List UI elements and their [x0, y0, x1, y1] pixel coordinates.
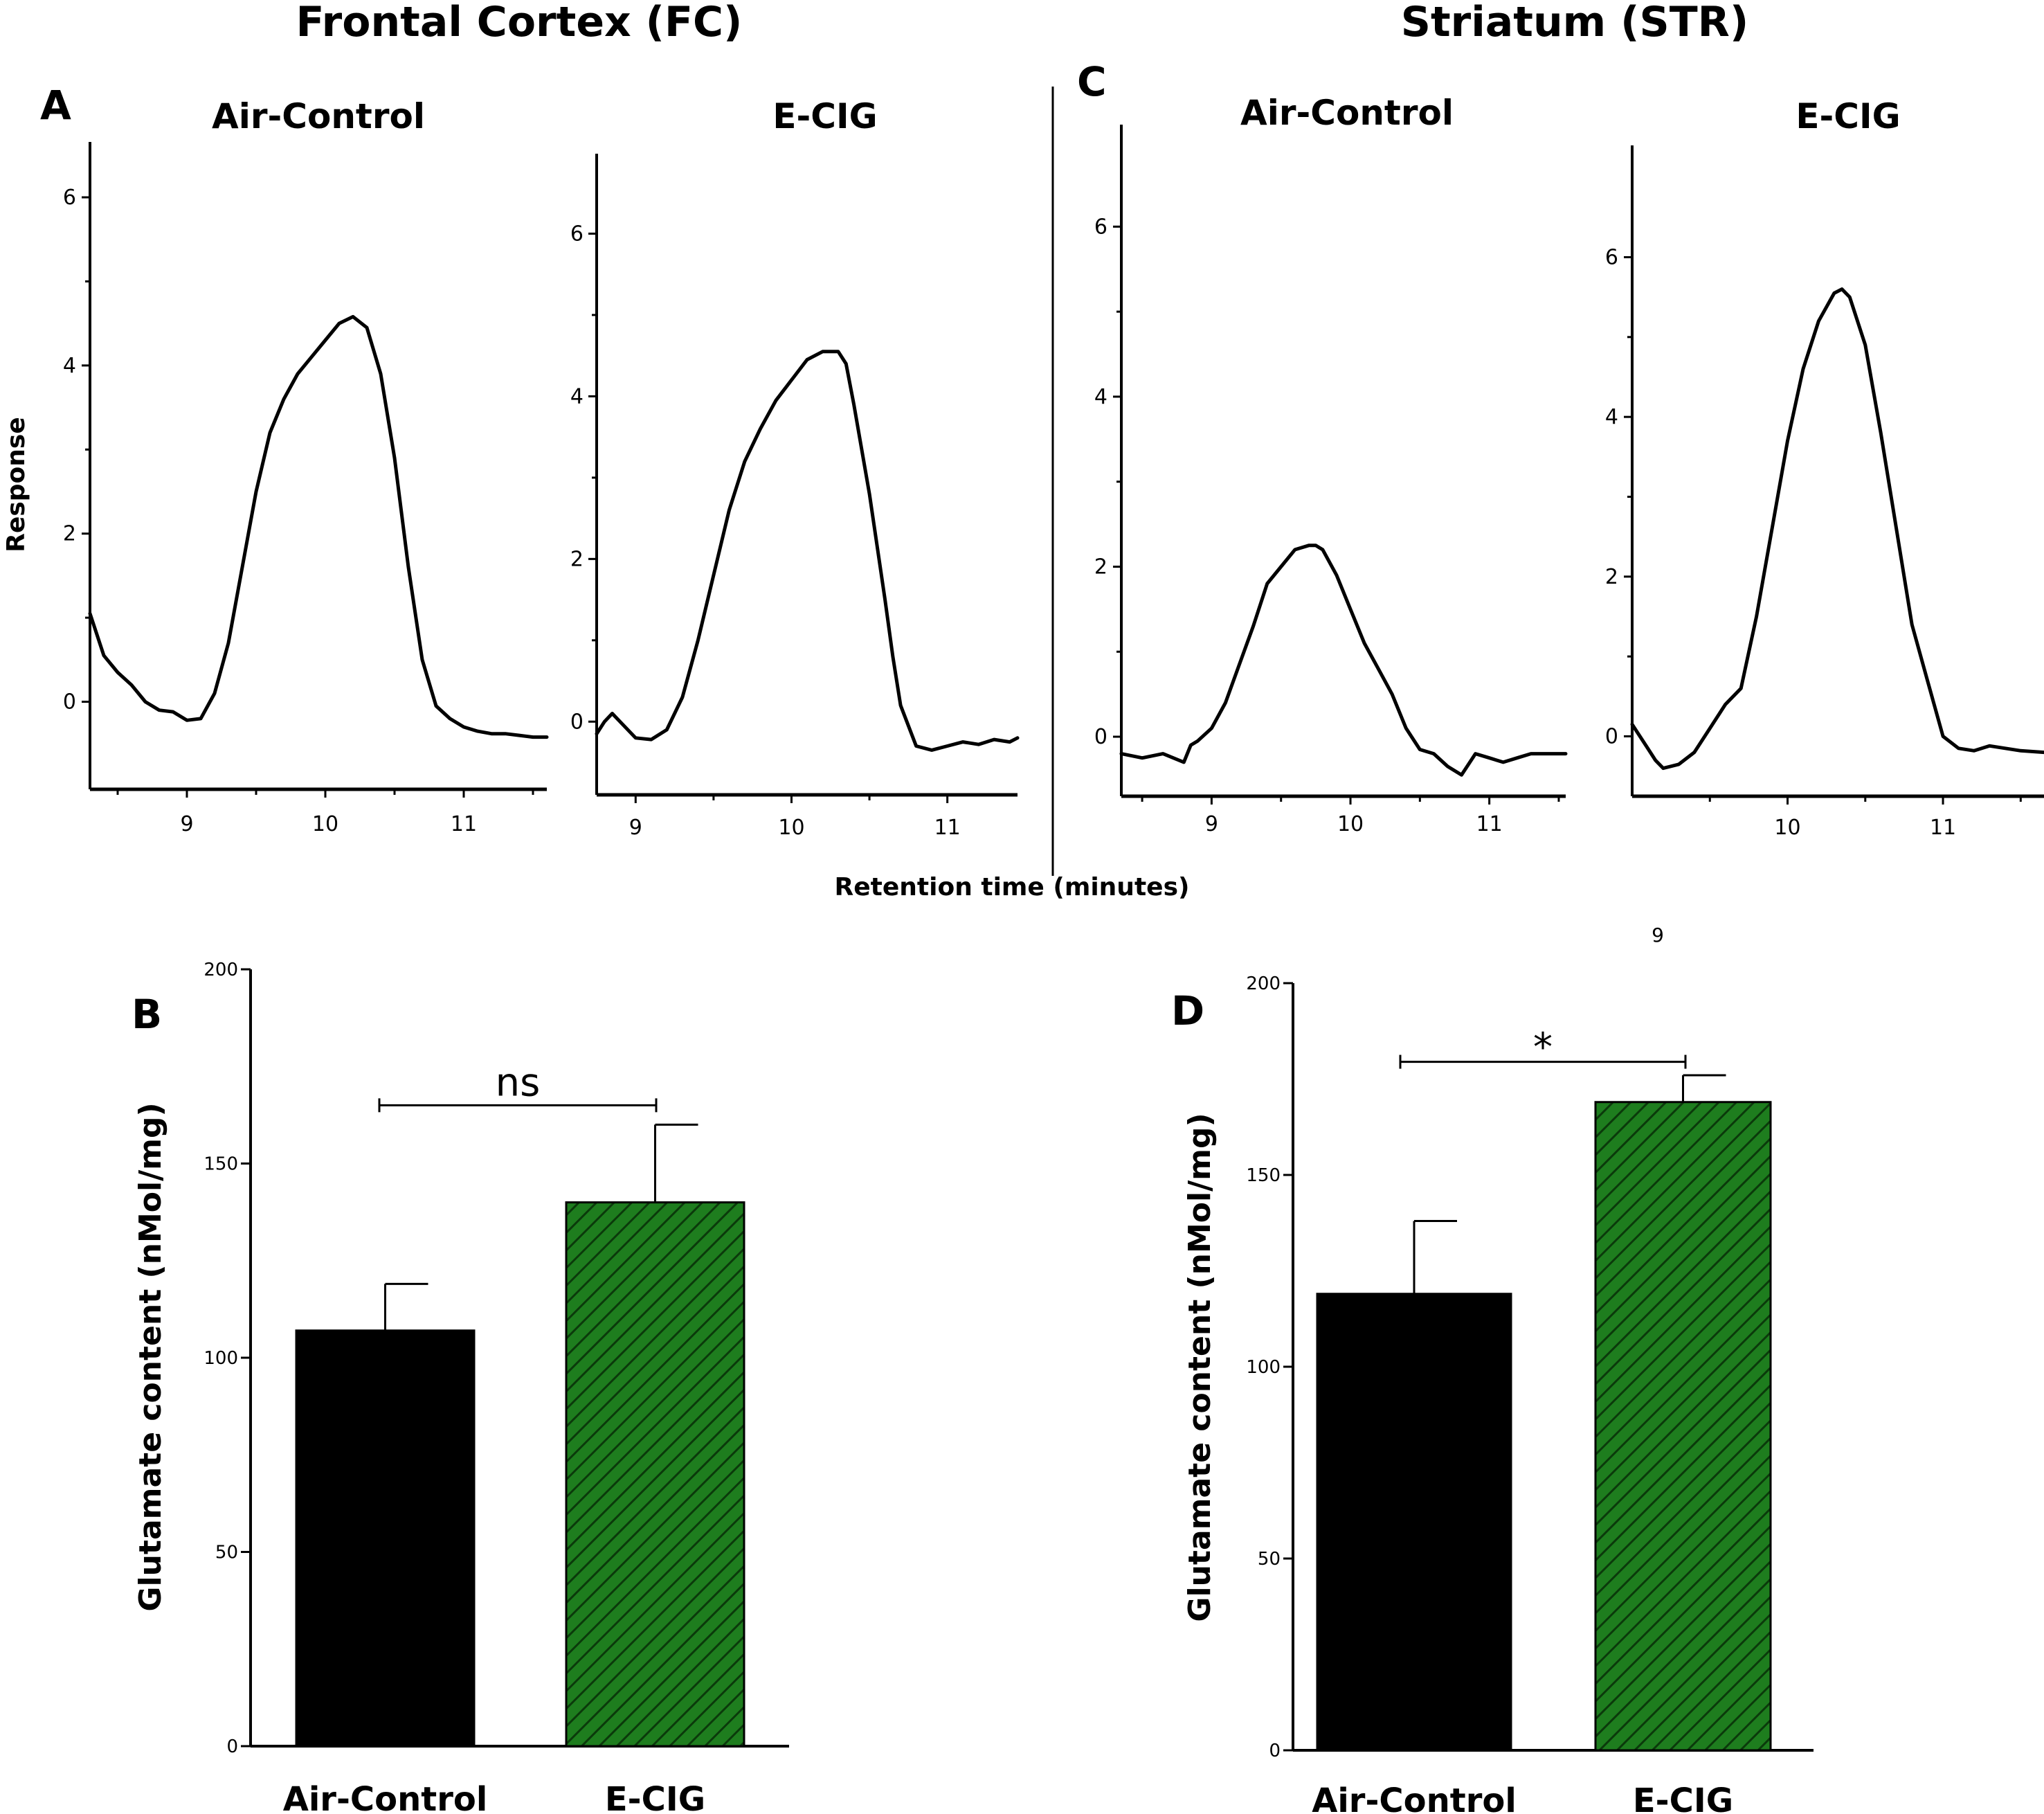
x-tick-label: 9: [629, 816, 642, 840]
y-tick-label: 50: [215, 1543, 238, 1563]
y-tick-label: 2: [570, 547, 584, 571]
significance-label: ns: [496, 1060, 541, 1105]
y-tick-label: 2: [63, 522, 76, 546]
y-tick-label: 6: [1094, 215, 1107, 239]
chart-str-ecig: E-CIG 0 2 4 6 10 11: [1605, 96, 2044, 840]
panel-label-d: D: [1171, 987, 1204, 1034]
y-tick-label: 100: [1246, 1357, 1281, 1378]
header-frontal-cortex: Frontal Cortex (FC): [296, 0, 743, 46]
chromatogram-line: [595, 350, 1020, 752]
chart-str-air-control: Air-Control 0 2 4 6 9 10 11: [1094, 93, 1568, 836]
y-axis-label: Glutamate content (nMol/mg): [133, 1102, 168, 1611]
x-tick-label: 10: [1774, 816, 1800, 840]
bar-air-control: [1316, 1293, 1512, 1752]
y-tick-label: 50: [1258, 1549, 1281, 1570]
bar-air-control: [295, 1329, 476, 1748]
panel-label-c: C: [1077, 58, 1107, 105]
chromatogram-line: [1630, 287, 2044, 771]
chart-title: E-CIG: [1796, 96, 1900, 136]
chromatogram-line: [88, 314, 549, 739]
x-tick-label: 9: [180, 812, 193, 836]
chart-title: E-CIG: [772, 96, 877, 136]
y-tick-label: 150: [1246, 1165, 1281, 1186]
y-tick-label: 0: [1269, 1741, 1281, 1761]
significance-label: *: [1533, 1025, 1553, 1070]
category-label: E-CIG: [1633, 1781, 1733, 1814]
x-tick-label: 9: [1205, 812, 1218, 836]
x-tick-label: 11: [1476, 812, 1503, 836]
panel-label-b: B: [132, 991, 162, 1038]
category-label: E-CIG: [605, 1780, 705, 1814]
y-tick-label: 200: [204, 960, 238, 980]
y-tick-label: 0: [226, 1736, 238, 1757]
y-tick-label: 0: [570, 710, 584, 734]
chart-str-glutamate-bars: 0 50 100 150 200 Glutamate content (nMol/mg) A…: [1182, 973, 1814, 1814]
y-tick-label: 4: [1605, 405, 1618, 429]
shared-x-axis-label: Retention time (minutes): [835, 873, 1190, 901]
chart-fc-glutamate-bars: 0 50 100 150 200 Glutamate content (nMol/mg) A…: [133, 960, 789, 1814]
x-tick-label: 10: [778, 816, 804, 840]
x-tick-label: 10: [312, 812, 338, 836]
panel-label-a: A: [40, 82, 71, 129]
y-tick-label: 2: [1605, 565, 1618, 589]
category-label: Air-Control: [1312, 1781, 1517, 1814]
category-label: Air-Control: [283, 1780, 488, 1814]
y-tick-label: 0: [63, 690, 76, 715]
y-tick-label: 0: [1094, 725, 1107, 749]
y-tick-label: 6: [570, 222, 584, 246]
y-tick-label: 150: [204, 1154, 238, 1175]
x-tick-label: 11: [934, 816, 961, 840]
y-tick-label: 4: [1094, 385, 1107, 409]
y-tick-label: 4: [63, 354, 76, 378]
chromatogram-line: [1119, 544, 1568, 777]
bar-ecig: [565, 1201, 745, 1748]
x-tick-label: 10: [1337, 812, 1364, 836]
chart-fc-ecig: E-CIG 0 2 4 6 9 10 11: [570, 96, 1020, 840]
stray-tick-label: 9: [1652, 924, 1664, 946]
bar-ecig: [1594, 1101, 1772, 1752]
chart-title: Air-Control: [212, 96, 425, 136]
y-tick-label: 2: [1094, 555, 1107, 579]
chart-fc-air-control: Air-Control 0 2 4 6 9 10 11: [63, 96, 549, 836]
y-tick-label: 6: [63, 186, 76, 210]
y-tick-label: 4: [570, 384, 584, 408]
x-tick-label: 11: [451, 812, 477, 836]
y-axis-label: Glutamate content (nMol/mg): [1182, 1113, 1218, 1622]
y-tick-label: 6: [1605, 245, 1618, 269]
y-tick-label: 200: [1246, 973, 1281, 994]
y-tick-label: 100: [204, 1348, 238, 1369]
y-tick-label: 0: [1605, 724, 1618, 748]
chart-title: Air-Control: [1240, 93, 1454, 133]
x-tick-label: 11: [1930, 816, 1956, 840]
response-axis-label: Response: [2, 417, 30, 553]
header-striatum: Striatum (STR): [1401, 0, 1749, 46]
